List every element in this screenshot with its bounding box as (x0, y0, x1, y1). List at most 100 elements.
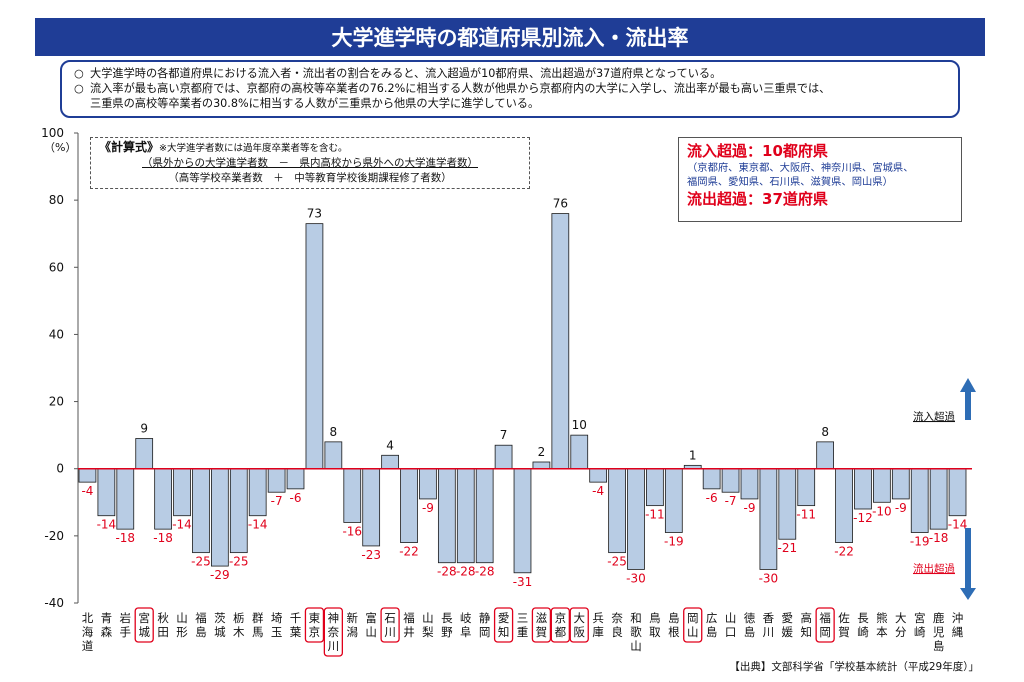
bar-山口 (721, 468, 740, 493)
data-label: -14 (172, 518, 192, 532)
bar-東京 (305, 223, 324, 470)
bar-滋賀 (532, 461, 551, 470)
data-label: -25 (229, 555, 249, 569)
formula-label: 《計算式》 (99, 140, 160, 154)
bar-青森 (97, 468, 116, 517)
source-note: 【出典】文部科学省「学校基本統計（平成29年度）」 (729, 661, 979, 673)
bar-鹿児島 (929, 468, 948, 530)
summary-text-1: 大学進学時の各都道府県における流入者・流出者の割合をみると、流入超過が10都府県… (90, 67, 722, 80)
category-label: 静岡 (479, 611, 491, 639)
data-label: 73 (307, 207, 322, 221)
data-label: -28 (475, 565, 495, 579)
category-label: 福島 (195, 611, 207, 639)
data-label: -28 (456, 565, 476, 579)
highlight-box (683, 607, 703, 643)
highlight-box (134, 607, 154, 643)
inflow-title: 流入超過：10都府県 (687, 142, 828, 160)
bar-長崎 (854, 468, 872, 510)
data-label: -25 (191, 555, 211, 569)
y-tick-label: 40 (49, 327, 64, 341)
data-label: -10 (872, 504, 892, 518)
category-label: 徳島 (744, 611, 756, 639)
category-label: 愛知 (498, 611, 510, 639)
formula-numerator: （県外からの大学進学者数 － 県内高校から県外への大学進学者数） (142, 157, 478, 169)
page-title: 大学進学時の都道府県別流入・流出率 (35, 18, 985, 56)
formula-note: ※大学進学者数には過年度卒業者等を含む。 (159, 143, 348, 154)
category-label: 福岡 (819, 611, 831, 639)
bar-大阪 (570, 434, 589, 470)
highlight-box (304, 607, 325, 643)
data-label: -7 (725, 494, 737, 508)
category-label: 神奈川 (328, 611, 340, 653)
bar-佐賀 (835, 468, 853, 543)
bar-沖縄 (948, 468, 967, 517)
summary-line-2: ○ 流入率が最も高い京都府では、京都府の高校等卒業者の76.2%に相当する人数が… (74, 81, 946, 96)
summary-bullet: ○ (74, 67, 84, 80)
category-label: 宮崎 (914, 611, 926, 639)
category-label: 北海道 (82, 611, 94, 653)
outflow-arrow-label: 流出超過 (913, 562, 955, 575)
bar-兵庫 (589, 468, 608, 483)
summary-text-3: 三重県の高校等卒業者の30.8%に相当する人数が三重県から他県の大学に進学してい… (90, 97, 540, 110)
data-label: 9 (140, 422, 148, 436)
bar-大分 (891, 468, 910, 500)
highlight-box (380, 607, 400, 643)
bar-埼玉 (267, 468, 286, 493)
outflow-title: 流出超過：37道府県 (687, 190, 828, 208)
category-label: 京都 (555, 611, 567, 639)
category-label: 滋賀 (536, 611, 548, 639)
category-label: 島根 (668, 611, 680, 639)
data-label: -18 (929, 531, 949, 545)
bar-宮城 (135, 438, 154, 470)
category-label: 沖縄 (952, 611, 964, 639)
data-label: -9 (895, 501, 907, 515)
bar-愛知 (494, 444, 513, 470)
category-label: 大阪 (573, 611, 585, 639)
outflow-arrow-icon (960, 528, 976, 600)
category-label: 岩手 (120, 611, 132, 639)
bar-静岡 (475, 468, 494, 564)
bar-山形 (173, 468, 191, 517)
category-label: 広島 (706, 611, 718, 639)
data-label: -6 (290, 491, 302, 505)
bar-福島 (192, 468, 210, 554)
bar-岩手 (116, 468, 135, 530)
category-label: 三重 (517, 611, 529, 639)
inflow-list-2: 福岡県、愛知県、石川県、滋賀県、岡山県） (687, 176, 893, 188)
summary-box: ○ 大学進学時の各都道府県における流入者・流出者の割合をみると、流入超過が10都… (60, 60, 960, 118)
category-label: 鹿児島 (933, 611, 945, 653)
category-label: 愛媛 (782, 611, 794, 639)
bar-新潟 (343, 468, 362, 523)
data-label: -9 (743, 501, 755, 515)
category-label: 千葉 (290, 611, 302, 639)
data-label: -12 (853, 511, 873, 525)
bar-鳥取 (646, 468, 664, 507)
y-tick-label: 60 (49, 260, 64, 274)
data-label: 10 (572, 418, 587, 432)
summary-bullet: ○ (74, 82, 84, 95)
inflow-list-1: （京都府、東京都、大阪府、神奈川県、宮城県、 (687, 162, 914, 174)
data-label: 8 (821, 425, 829, 439)
data-label: 76 (553, 197, 568, 211)
y-tick-label: -40 (44, 596, 64, 610)
data-label: -14 (97, 518, 117, 532)
bar-北海道 (78, 468, 97, 483)
data-label: -31 (513, 575, 533, 589)
bar-宮崎 (910, 468, 929, 533)
category-label: 福井 (403, 611, 415, 639)
bar-茨城 (211, 468, 229, 567)
summary-line-3: 三重県の高校等卒業者の30.8%に相当する人数が三重県から他県の大学に進学してい… (74, 96, 946, 111)
data-label: -4 (592, 484, 604, 498)
category-label: 新潟 (347, 611, 359, 639)
data-label: -30 (626, 571, 646, 585)
category-label: 山形 (176, 611, 188, 639)
data-label: -25 (607, 555, 627, 569)
data-label: -7 (271, 494, 283, 508)
data-label: -18 (115, 531, 135, 545)
category-label: 群馬 (252, 611, 264, 639)
data-label: -21 (778, 541, 798, 555)
data-label: 1 (689, 448, 697, 462)
bar-高知 (797, 468, 816, 507)
data-label: -11 (645, 508, 665, 522)
formula-box: 《計算式》※大学進学者数には過年度卒業者等を含む。 （県外からの大学進学者数 －… (90, 137, 530, 189)
